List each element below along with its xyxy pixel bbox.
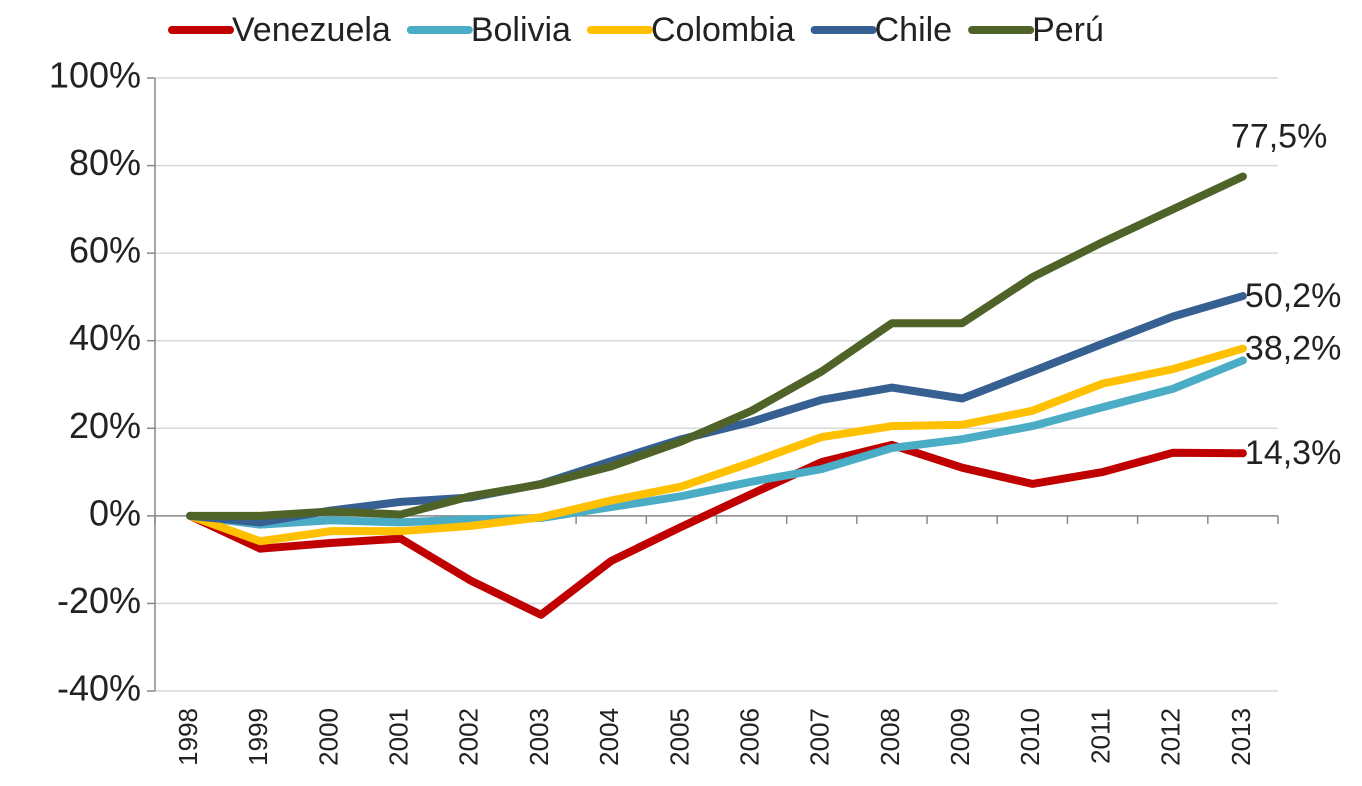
line-series: [186, 292, 1247, 527]
y-tick-label: -20%: [57, 580, 141, 621]
data-label: 14,3%: [1245, 434, 1341, 472]
y-tick-label: 60%: [69, 230, 141, 271]
x-tick-label: 2010: [1015, 708, 1045, 766]
x-tick-label: 2000: [313, 708, 343, 766]
line-series: [186, 172, 1247, 520]
x-tick-label: 2004: [594, 708, 624, 766]
x-tick-label: 2011: [1085, 708, 1115, 764]
line-series: [186, 344, 1247, 546]
data-label: 77,5%: [1231, 118, 1327, 156]
x-tick-label: 2012: [1156, 708, 1186, 766]
x-tick-label: 2001: [384, 708, 414, 766]
y-tick-label: 100%: [49, 55, 141, 96]
legend-label: Bolivia: [471, 11, 571, 49]
data-label: 38,2%: [1245, 330, 1341, 368]
y-tick-label: 40%: [69, 317, 141, 358]
y-tick-label: 0%: [89, 492, 141, 533]
y-tick-label: -40%: [57, 668, 141, 709]
x-tick-label: 2005: [664, 708, 694, 766]
x-tick-label: 2003: [524, 708, 554, 766]
line-series: [186, 356, 1247, 529]
legend-label: Chile: [875, 11, 952, 49]
legend-label: Venezuela: [232, 11, 391, 49]
x-tick-label: 1999: [243, 708, 273, 766]
legend-label: Perú: [1032, 11, 1104, 49]
x-tick-label: 2013: [1226, 708, 1256, 766]
x-tick-label: 2002: [454, 708, 484, 766]
data-label: 50,2%: [1245, 277, 1341, 315]
y-tick-label: 80%: [69, 142, 141, 183]
x-tick-label: 1998: [173, 708, 203, 766]
x-tick-label: 2007: [805, 708, 835, 766]
line-series: [186, 440, 1247, 619]
y-tick-label: 20%: [69, 405, 141, 446]
x-tick-label: 2006: [734, 708, 764, 766]
legend-label: Colombia: [651, 11, 795, 49]
x-tick-label: 2009: [945, 708, 975, 766]
x-tick-label: 2008: [875, 708, 905, 766]
